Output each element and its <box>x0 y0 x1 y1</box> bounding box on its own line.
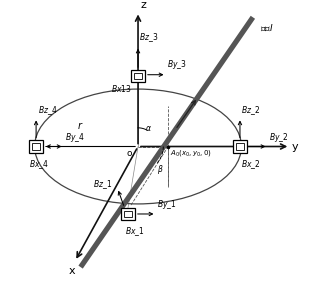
Text: $By\_3$: $By\_3$ <box>167 58 187 71</box>
Text: $Bz\_1$: $Bz\_1$ <box>93 178 112 191</box>
Text: o: o <box>127 149 132 159</box>
Text: $Bx\_2$: $Bx\_2$ <box>242 158 261 171</box>
Bar <box>134 73 142 79</box>
Text: z: z <box>141 0 147 10</box>
Bar <box>131 70 145 82</box>
Bar <box>233 140 247 153</box>
Bar <box>236 143 244 150</box>
Text: $By\_4$: $By\_4$ <box>65 131 85 144</box>
Text: $By\_1$: $By\_1$ <box>157 198 177 211</box>
Text: $r$: $r$ <box>77 120 84 131</box>
Text: $Bx13$: $Bx13$ <box>111 83 132 94</box>
Text: $Bx\_1$: $Bx\_1$ <box>125 225 145 238</box>
Bar <box>29 140 43 153</box>
Text: x: x <box>69 266 75 276</box>
Text: $Bz\_4$: $Bz\_4$ <box>38 104 57 117</box>
Text: $By\_2$: $By\_2$ <box>269 131 289 144</box>
Text: $Bx\_4$: $Bx\_4$ <box>29 158 49 171</box>
Text: y: y <box>292 142 298 151</box>
Text: $A_0(x_0,y_0,0)$: $A_0(x_0,y_0,0)$ <box>170 148 212 158</box>
Text: $\beta$: $\beta$ <box>157 163 163 176</box>
Text: $\alpha$: $\alpha$ <box>145 124 152 133</box>
Bar <box>124 211 132 217</box>
Text: 导体$I$: 导体$I$ <box>260 23 274 33</box>
Text: $Bz\_2$: $Bz\_2$ <box>242 104 260 117</box>
Text: $Bz\_3$: $Bz\_3$ <box>139 32 159 44</box>
Bar <box>121 208 135 220</box>
Bar <box>32 143 40 150</box>
